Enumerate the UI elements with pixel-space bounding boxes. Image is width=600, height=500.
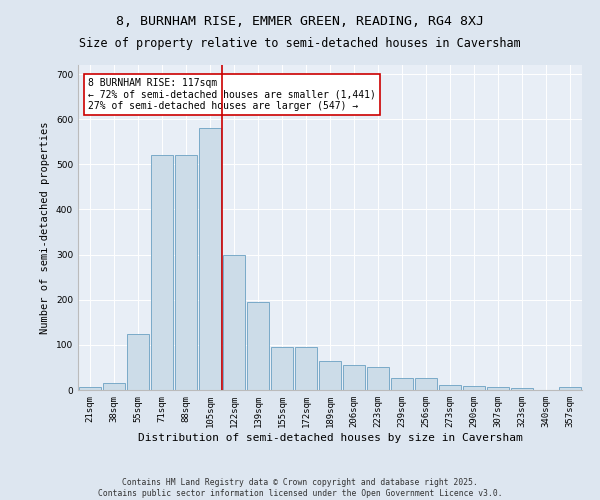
Bar xyxy=(319,360,341,390)
Bar xyxy=(127,334,149,390)
Bar xyxy=(463,386,485,390)
Bar xyxy=(175,156,197,390)
Bar xyxy=(151,156,173,390)
Bar xyxy=(271,347,293,390)
Bar xyxy=(79,387,101,390)
Text: Contains HM Land Registry data © Crown copyright and database right 2025.
Contai: Contains HM Land Registry data © Crown c… xyxy=(98,478,502,498)
Bar xyxy=(223,254,245,390)
Bar xyxy=(511,388,533,390)
Bar xyxy=(103,383,125,390)
Bar xyxy=(247,302,269,390)
Bar xyxy=(415,378,437,390)
Bar xyxy=(391,378,413,390)
Text: 8 BURNHAM RISE: 117sqm
← 72% of semi-detached houses are smaller (1,441)
27% of : 8 BURNHAM RISE: 117sqm ← 72% of semi-det… xyxy=(88,78,376,111)
Bar xyxy=(439,386,461,390)
X-axis label: Distribution of semi-detached houses by size in Caversham: Distribution of semi-detached houses by … xyxy=(137,432,523,442)
Bar xyxy=(559,387,581,390)
Bar xyxy=(343,365,365,390)
Bar xyxy=(199,128,221,390)
Bar xyxy=(367,368,389,390)
Text: 8, BURNHAM RISE, EMMER GREEN, READING, RG4 8XJ: 8, BURNHAM RISE, EMMER GREEN, READING, R… xyxy=(116,15,484,28)
Bar xyxy=(487,387,509,390)
Text: Size of property relative to semi-detached houses in Caversham: Size of property relative to semi-detach… xyxy=(79,38,521,51)
Bar xyxy=(295,347,317,390)
Y-axis label: Number of semi-detached properties: Number of semi-detached properties xyxy=(40,121,50,334)
